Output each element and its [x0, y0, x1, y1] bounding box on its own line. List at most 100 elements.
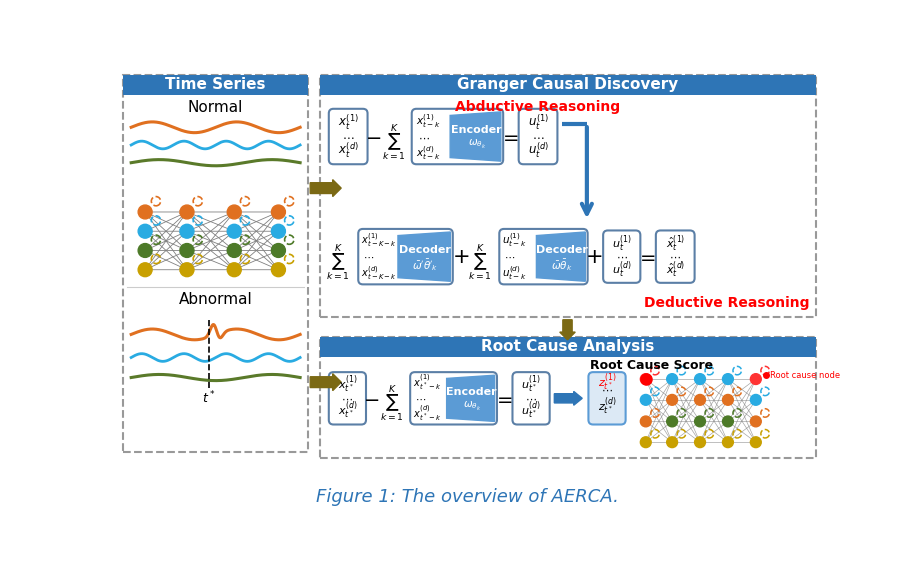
Text: $\cdots$: $\cdots$ [525, 393, 537, 403]
Text: $\cdots$: $\cdots$ [415, 394, 426, 404]
Circle shape [640, 394, 651, 405]
Circle shape [695, 394, 706, 405]
Circle shape [180, 224, 194, 238]
Circle shape [695, 437, 706, 448]
Polygon shape [450, 112, 501, 161]
Text: Encoder: Encoder [446, 387, 497, 397]
Text: $x_{t-K-k}^{(d)}$: $x_{t-K-k}^{(d)}$ [362, 264, 397, 282]
Circle shape [750, 437, 761, 448]
Circle shape [138, 205, 152, 219]
Text: $\sum_{k=1}^{K}$: $\sum_{k=1}^{K}$ [468, 242, 492, 283]
Text: $t^*$: $t^*$ [202, 390, 215, 407]
Circle shape [695, 416, 706, 427]
Text: $\cdots$: $\cdots$ [341, 393, 353, 403]
FancyBboxPatch shape [499, 229, 588, 284]
Text: $x_{t-K-k}^{(1)}$: $x_{t-K-k}^{(1)}$ [362, 231, 397, 249]
Text: $x_{t-k}^{(d)}$: $x_{t-k}^{(d)}$ [415, 144, 440, 162]
Text: $\sum_{k=1}^{K}$: $\sum_{k=1}^{K}$ [382, 123, 405, 163]
Circle shape [750, 374, 761, 384]
Polygon shape [537, 232, 585, 281]
Circle shape [138, 224, 152, 238]
Text: $\cdots$: $\cdots$ [669, 252, 681, 262]
Bar [320, 75, 815, 95]
Text: $\cdots$: $\cdots$ [362, 252, 374, 262]
Text: $\omega_{\theta_k}$: $\omega_{\theta_k}$ [467, 138, 486, 151]
Text: $u_t^{(d)}$: $u_t^{(d)}$ [528, 140, 549, 160]
Text: $x_{t^*-k}^{(d)}$: $x_{t^*-k}^{(d)}$ [414, 404, 442, 423]
Text: $u_t^{(1)}$: $u_t^{(1)}$ [612, 233, 632, 254]
Circle shape [227, 205, 241, 219]
Circle shape [180, 244, 194, 257]
Text: $+$: $+$ [585, 246, 603, 266]
Bar [123, 75, 308, 452]
Text: Root Cause Score: Root Cause Score [591, 359, 713, 372]
Circle shape [666, 437, 677, 448]
Text: Abductive Reasoning: Abductive Reasoning [456, 100, 620, 114]
Text: Decoder: Decoder [536, 245, 588, 255]
Bar [123, 75, 308, 95]
Circle shape [180, 205, 194, 219]
Circle shape [750, 394, 761, 405]
Text: $\cdots$: $\cdots$ [616, 252, 627, 262]
FancyArrow shape [560, 320, 575, 340]
Circle shape [271, 263, 286, 277]
FancyArrow shape [310, 374, 341, 391]
Circle shape [750, 416, 761, 427]
Text: $=$: $=$ [493, 389, 513, 408]
Circle shape [722, 394, 733, 405]
Text: $x_{t^*}^{(1)}$: $x_{t^*}^{(1)}$ [338, 374, 357, 397]
Text: Deductive Reasoning: Deductive Reasoning [644, 296, 809, 310]
Circle shape [138, 244, 152, 257]
FancyBboxPatch shape [329, 109, 368, 164]
Circle shape [138, 263, 152, 277]
Text: $z_{t^*}^{(1)}$: $z_{t^*}^{(1)}$ [598, 372, 616, 394]
Circle shape [227, 244, 241, 257]
Circle shape [180, 263, 194, 277]
Circle shape [722, 437, 733, 448]
Circle shape [666, 374, 677, 384]
Text: $x_{t^*}^{(d)}$: $x_{t^*}^{(d)}$ [338, 401, 357, 422]
Text: $u_t^{(1)}$: $u_t^{(1)}$ [528, 113, 549, 132]
Text: $=$: $=$ [636, 247, 656, 266]
Text: $x_{t^*-k}^{(1)}$: $x_{t^*-k}^{(1)}$ [414, 374, 442, 393]
Text: $x_t^{(1)}$: $x_t^{(1)}$ [338, 113, 359, 132]
Text: $\cdots$: $\cdots$ [418, 132, 430, 142]
Bar [320, 75, 815, 317]
Text: Abnormal: Abnormal [179, 292, 253, 307]
Circle shape [722, 416, 733, 427]
Text: Normal: Normal [188, 100, 244, 115]
Text: Time Series: Time Series [165, 77, 266, 92]
Text: $-$: $-$ [363, 389, 380, 408]
Text: $u_{t-k}^{(d)}$: $u_{t-k}^{(d)}$ [502, 264, 527, 282]
Text: $\cdots$: $\cdots$ [601, 384, 613, 395]
Text: $\sum_{k=1}^{K}$: $\sum_{k=1}^{K}$ [326, 242, 350, 283]
FancyBboxPatch shape [358, 229, 453, 284]
Text: $\cdots$: $\cdots$ [504, 252, 515, 262]
Text: $\sum_{k=1}^{K}$: $\sum_{k=1}^{K}$ [380, 383, 404, 424]
FancyArrow shape [554, 391, 582, 405]
Text: $=$: $=$ [499, 127, 519, 146]
Bar [320, 337, 815, 357]
Circle shape [271, 205, 286, 219]
Text: Root Cause Analysis: Root Cause Analysis [481, 339, 655, 354]
Text: $u_{t^*}^{(1)}$: $u_{t^*}^{(1)}$ [521, 374, 541, 397]
Text: $u_{t^*}^{(d)}$: $u_{t^*}^{(d)}$ [521, 401, 541, 422]
Text: $\cdots$: $\cdots$ [342, 130, 354, 143]
FancyBboxPatch shape [412, 109, 503, 164]
Text: $\hat{x}_t^{(d)}$: $\hat{x}_t^{(d)}$ [666, 260, 685, 280]
Text: Figure 1: The overview of AERCA.: Figure 1: The overview of AERCA. [317, 488, 619, 506]
Text: $-$: $-$ [365, 127, 381, 146]
Circle shape [666, 416, 677, 427]
Circle shape [722, 374, 733, 384]
Text: $x_t^{(d)}$: $x_t^{(d)}$ [338, 140, 359, 160]
Text: Granger Causal Discovery: Granger Causal Discovery [456, 77, 678, 92]
Text: Encoder: Encoder [451, 125, 502, 135]
Circle shape [227, 263, 241, 277]
Text: $\hat{x}_t^{(1)}$: $\hat{x}_t^{(1)}$ [666, 233, 685, 254]
Text: $u_{t-k}^{(1)}$: $u_{t-k}^{(1)}$ [502, 231, 527, 249]
FancyBboxPatch shape [588, 372, 625, 425]
FancyBboxPatch shape [329, 372, 366, 425]
FancyBboxPatch shape [512, 372, 550, 425]
Circle shape [271, 224, 286, 238]
Text: $\cdots$: $\cdots$ [532, 130, 544, 143]
